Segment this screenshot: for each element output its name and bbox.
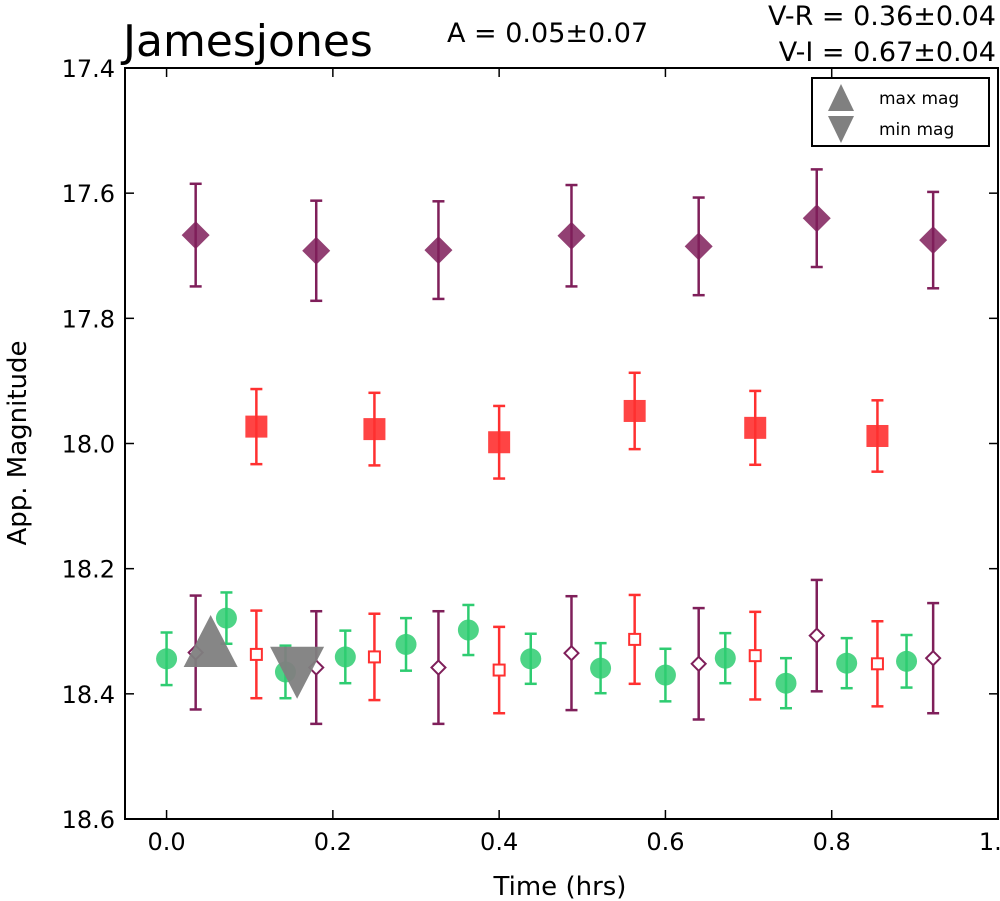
- y-tick-label: 18.4: [62, 681, 115, 709]
- y-tick-label: 18.6: [62, 806, 115, 834]
- y-tick-label: 17.4: [62, 55, 115, 83]
- data-point: [492, 663, 506, 677]
- series-diamond-open: [187, 578, 942, 726]
- data-point: [802, 204, 831, 233]
- data-point: [430, 659, 447, 676]
- data-point: [457, 619, 479, 641]
- legend: max mag min mag: [811, 77, 990, 147]
- data-point: [684, 232, 713, 261]
- data-point: [744, 416, 767, 439]
- data-point: [563, 644, 580, 662]
- data-point: [520, 648, 542, 670]
- x-tick-label: 0.4: [480, 828, 518, 856]
- data-point: [245, 415, 268, 438]
- chart-title: Jamesjones: [120, 16, 373, 67]
- data-point: [156, 648, 178, 670]
- legend-max-mag-label: max mag: [879, 89, 959, 109]
- data-point: [363, 418, 386, 441]
- data-point: [334, 646, 356, 668]
- x-tick-label: 1.0: [979, 828, 1000, 856]
- data-point: [424, 236, 453, 265]
- extrema-markers: [183, 615, 325, 699]
- data-marks: [156, 168, 948, 726]
- data-point: [249, 647, 263, 661]
- series-circle-filled: [156, 591, 918, 710]
- y-tick-label: 17.6: [62, 180, 115, 208]
- series-square-open: [249, 593, 884, 715]
- series-diamond-filled: [181, 168, 948, 303]
- data-point: [590, 657, 612, 679]
- axis-ticks: 0.0 0.2 0.4 0.6 0.8 1.0 17.4 17.6 17.8 18.0 18.2 18…: [62, 55, 1000, 856]
- data-point: [924, 649, 942, 667]
- x-axis-label: Time (hrs): [493, 872, 627, 901]
- plot-area: [125, 68, 998, 819]
- min-mag-marker: [270, 646, 325, 699]
- data-point: [896, 650, 918, 672]
- data-point: [714, 647, 736, 669]
- data-point: [181, 221, 210, 250]
- x-tick-label: 0.6: [646, 828, 684, 856]
- data-point: [628, 632, 642, 646]
- data-point: [488, 431, 511, 454]
- data-point: [367, 650, 381, 664]
- legend-max-mag-marker: [828, 84, 854, 111]
- data-point: [557, 221, 586, 250]
- data-point: [690, 655, 708, 673]
- data-point: [808, 627, 826, 645]
- y-axis-label: App. Magnitude: [3, 340, 33, 545]
- data-point: [836, 652, 858, 674]
- data-point: [775, 672, 797, 694]
- legend-min-mag-marker: [828, 116, 854, 143]
- data-point: [748, 649, 762, 663]
- x-tick-label: 0.2: [314, 828, 352, 856]
- data-point: [866, 424, 889, 447]
- data-point: [302, 236, 331, 265]
- data-point: [215, 607, 237, 629]
- data-point: [395, 633, 417, 655]
- amplitude-label: A = 0.05±0.07: [447, 18, 648, 49]
- legend-min-mag-label: min mag: [879, 120, 954, 140]
- y-tick-label: 17.8: [62, 305, 115, 333]
- color-index-vi: V-I = 0.67±0.04: [779, 37, 996, 68]
- color-index-vr: V-R = 0.36±0.04: [768, 1, 996, 32]
- data-point: [919, 226, 948, 255]
- max-mag-marker: [183, 615, 238, 668]
- y-tick-label: 18.2: [62, 556, 115, 584]
- series-square-filled: [245, 371, 889, 480]
- data-point: [623, 399, 646, 422]
- data-point: [870, 657, 884, 671]
- data-point: [654, 664, 676, 686]
- x-tick-label: 0.8: [813, 828, 851, 856]
- plot-frame: [124, 67, 999, 820]
- y-tick-label: 18.0: [62, 431, 115, 459]
- x-tick-label: 0.0: [147, 828, 185, 856]
